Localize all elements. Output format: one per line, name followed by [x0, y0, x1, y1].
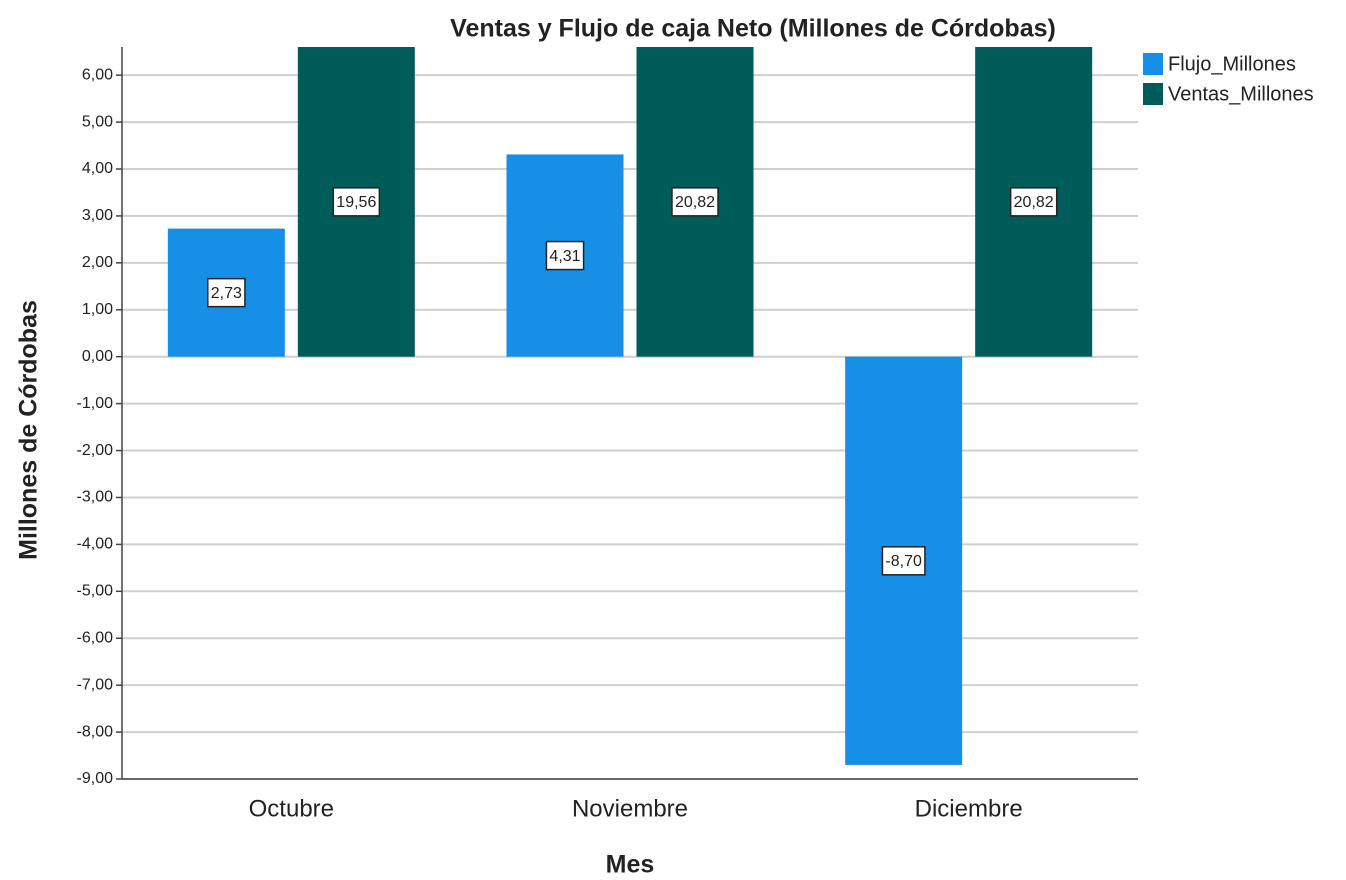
value-label-bg: [1009, 187, 1058, 217]
legend-label: Ventas_Millones: [1168, 83, 1314, 105]
grid: -9,00 -8,00 -7,00 -6,00 -5,00 -4,00 -3,00 -2,00…: [77, 66, 1138, 787]
value-label: 4,31: [549, 248, 580, 265]
bars: [167, 47, 1093, 765]
bar: [297, 47, 415, 357]
x-tick-label: Diciembre: [915, 795, 1023, 822]
value-label-box: 19,56: [332, 187, 381, 217]
y-tick-label: 6,00: [82, 66, 113, 83]
y-tick-label: 4,00: [82, 160, 113, 177]
bar: [636, 47, 754, 357]
value-label: 20,82: [675, 194, 715, 211]
value-label: 20,82: [1014, 194, 1054, 211]
x-tick-label: Noviembre: [572, 795, 688, 822]
y-axis-label: Millones de Córdobas: [15, 300, 43, 560]
y-tick-label: -9,00: [77, 770, 114, 787]
x-tick-label: Octubre: [249, 795, 334, 822]
legend-swatch: [1143, 83, 1163, 105]
y-tick-label: -2,00: [77, 442, 114, 459]
value-label-bg: [545, 240, 585, 271]
y-tick-label: -5,00: [77, 583, 114, 600]
value-label-bg: [881, 546, 926, 576]
value-label-box: 4,31: [545, 240, 585, 271]
value-label: -8,70: [885, 553, 922, 570]
y-tick-label: -4,00: [77, 536, 114, 553]
y-tick-label: -8,00: [77, 723, 114, 740]
y-tick-label: 3,00: [82, 207, 113, 224]
y-tick-label: 0,00: [82, 348, 113, 365]
y-tick-label: 5,00: [82, 113, 113, 130]
value-label-box: 20,82: [1009, 187, 1058, 217]
y-tick-label: -7,00: [77, 676, 114, 693]
y-tick-label: 1,00: [82, 301, 113, 318]
bar: [975, 47, 1093, 357]
x-axis-label: Mes: [606, 851, 655, 879]
y-tick-label: -3,00: [77, 489, 114, 506]
overlay: Octubre 2,73 19,56 Noviembre 4,31 20,82 Diciem…: [121, 47, 1314, 822]
chart-title: Ventas y Flujo de caja Neto (Millones de…: [450, 15, 1056, 43]
y-tick-label: -1,00: [77, 395, 114, 412]
legend-swatch: [1143, 53, 1163, 75]
value-label-bg: [207, 277, 246, 308]
value-label-box: 20,82: [671, 187, 719, 217]
value-label-bg: [332, 187, 381, 217]
value-label-box: 2,73: [207, 277, 246, 308]
y-tick-label: -6,00: [77, 629, 114, 646]
value-label: 19,56: [336, 194, 376, 211]
value-label-bg: [671, 187, 719, 217]
value-label: 2,73: [211, 285, 242, 302]
value-label-box: -8,70: [881, 546, 926, 576]
legend-label: Flujo_Millones: [1168, 53, 1296, 75]
y-tick-label: 2,00: [82, 254, 113, 271]
